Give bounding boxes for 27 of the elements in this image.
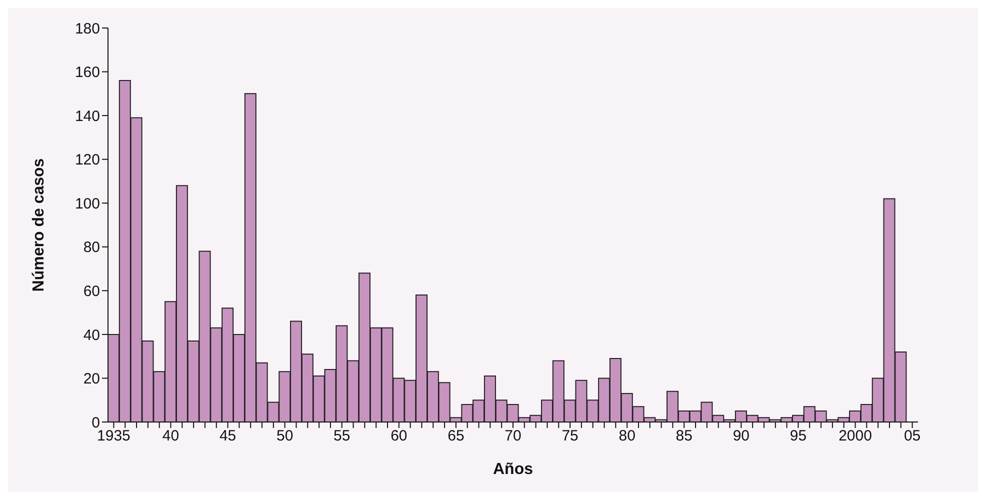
y-tick-label: 0 xyxy=(92,414,100,432)
x-tick-label: 1935 xyxy=(97,428,130,445)
x-tick-label: 95 xyxy=(790,428,807,445)
x-tick-label: 55 xyxy=(334,428,350,445)
x-tick-label: 45 xyxy=(219,428,236,445)
y-tick-label: 40 xyxy=(83,326,100,344)
y-tick-label: 180 xyxy=(74,20,100,38)
x-tick-label: 90 xyxy=(732,428,750,445)
x-tick-label: 05 xyxy=(904,428,921,445)
y-tick-label: 140 xyxy=(74,108,100,125)
x-tick-label: 50 xyxy=(276,428,294,445)
x-tick-label: 60 xyxy=(390,428,408,445)
x-tick-label: 85 xyxy=(676,428,692,445)
x-tick-label: 75 xyxy=(562,428,578,445)
x-tick-label: 65 xyxy=(448,428,464,445)
x-axis-title: Años xyxy=(493,461,534,478)
y-axis-title: Número de casos xyxy=(30,158,48,292)
x-tick-label: 70 xyxy=(504,428,522,445)
x-tick-label: 80 xyxy=(618,428,636,445)
y-tick-label: 100 xyxy=(74,195,100,212)
y-tick-label: 120 xyxy=(74,152,100,169)
y-tick-label: 20 xyxy=(83,370,100,388)
y-tick-label: 80 xyxy=(83,239,100,256)
x-tick-label: 2000 xyxy=(838,428,872,445)
y-tick-label: 160 xyxy=(74,64,100,82)
y-tick-label: 60 xyxy=(83,282,100,300)
x-tick-label: 40 xyxy=(162,428,180,445)
